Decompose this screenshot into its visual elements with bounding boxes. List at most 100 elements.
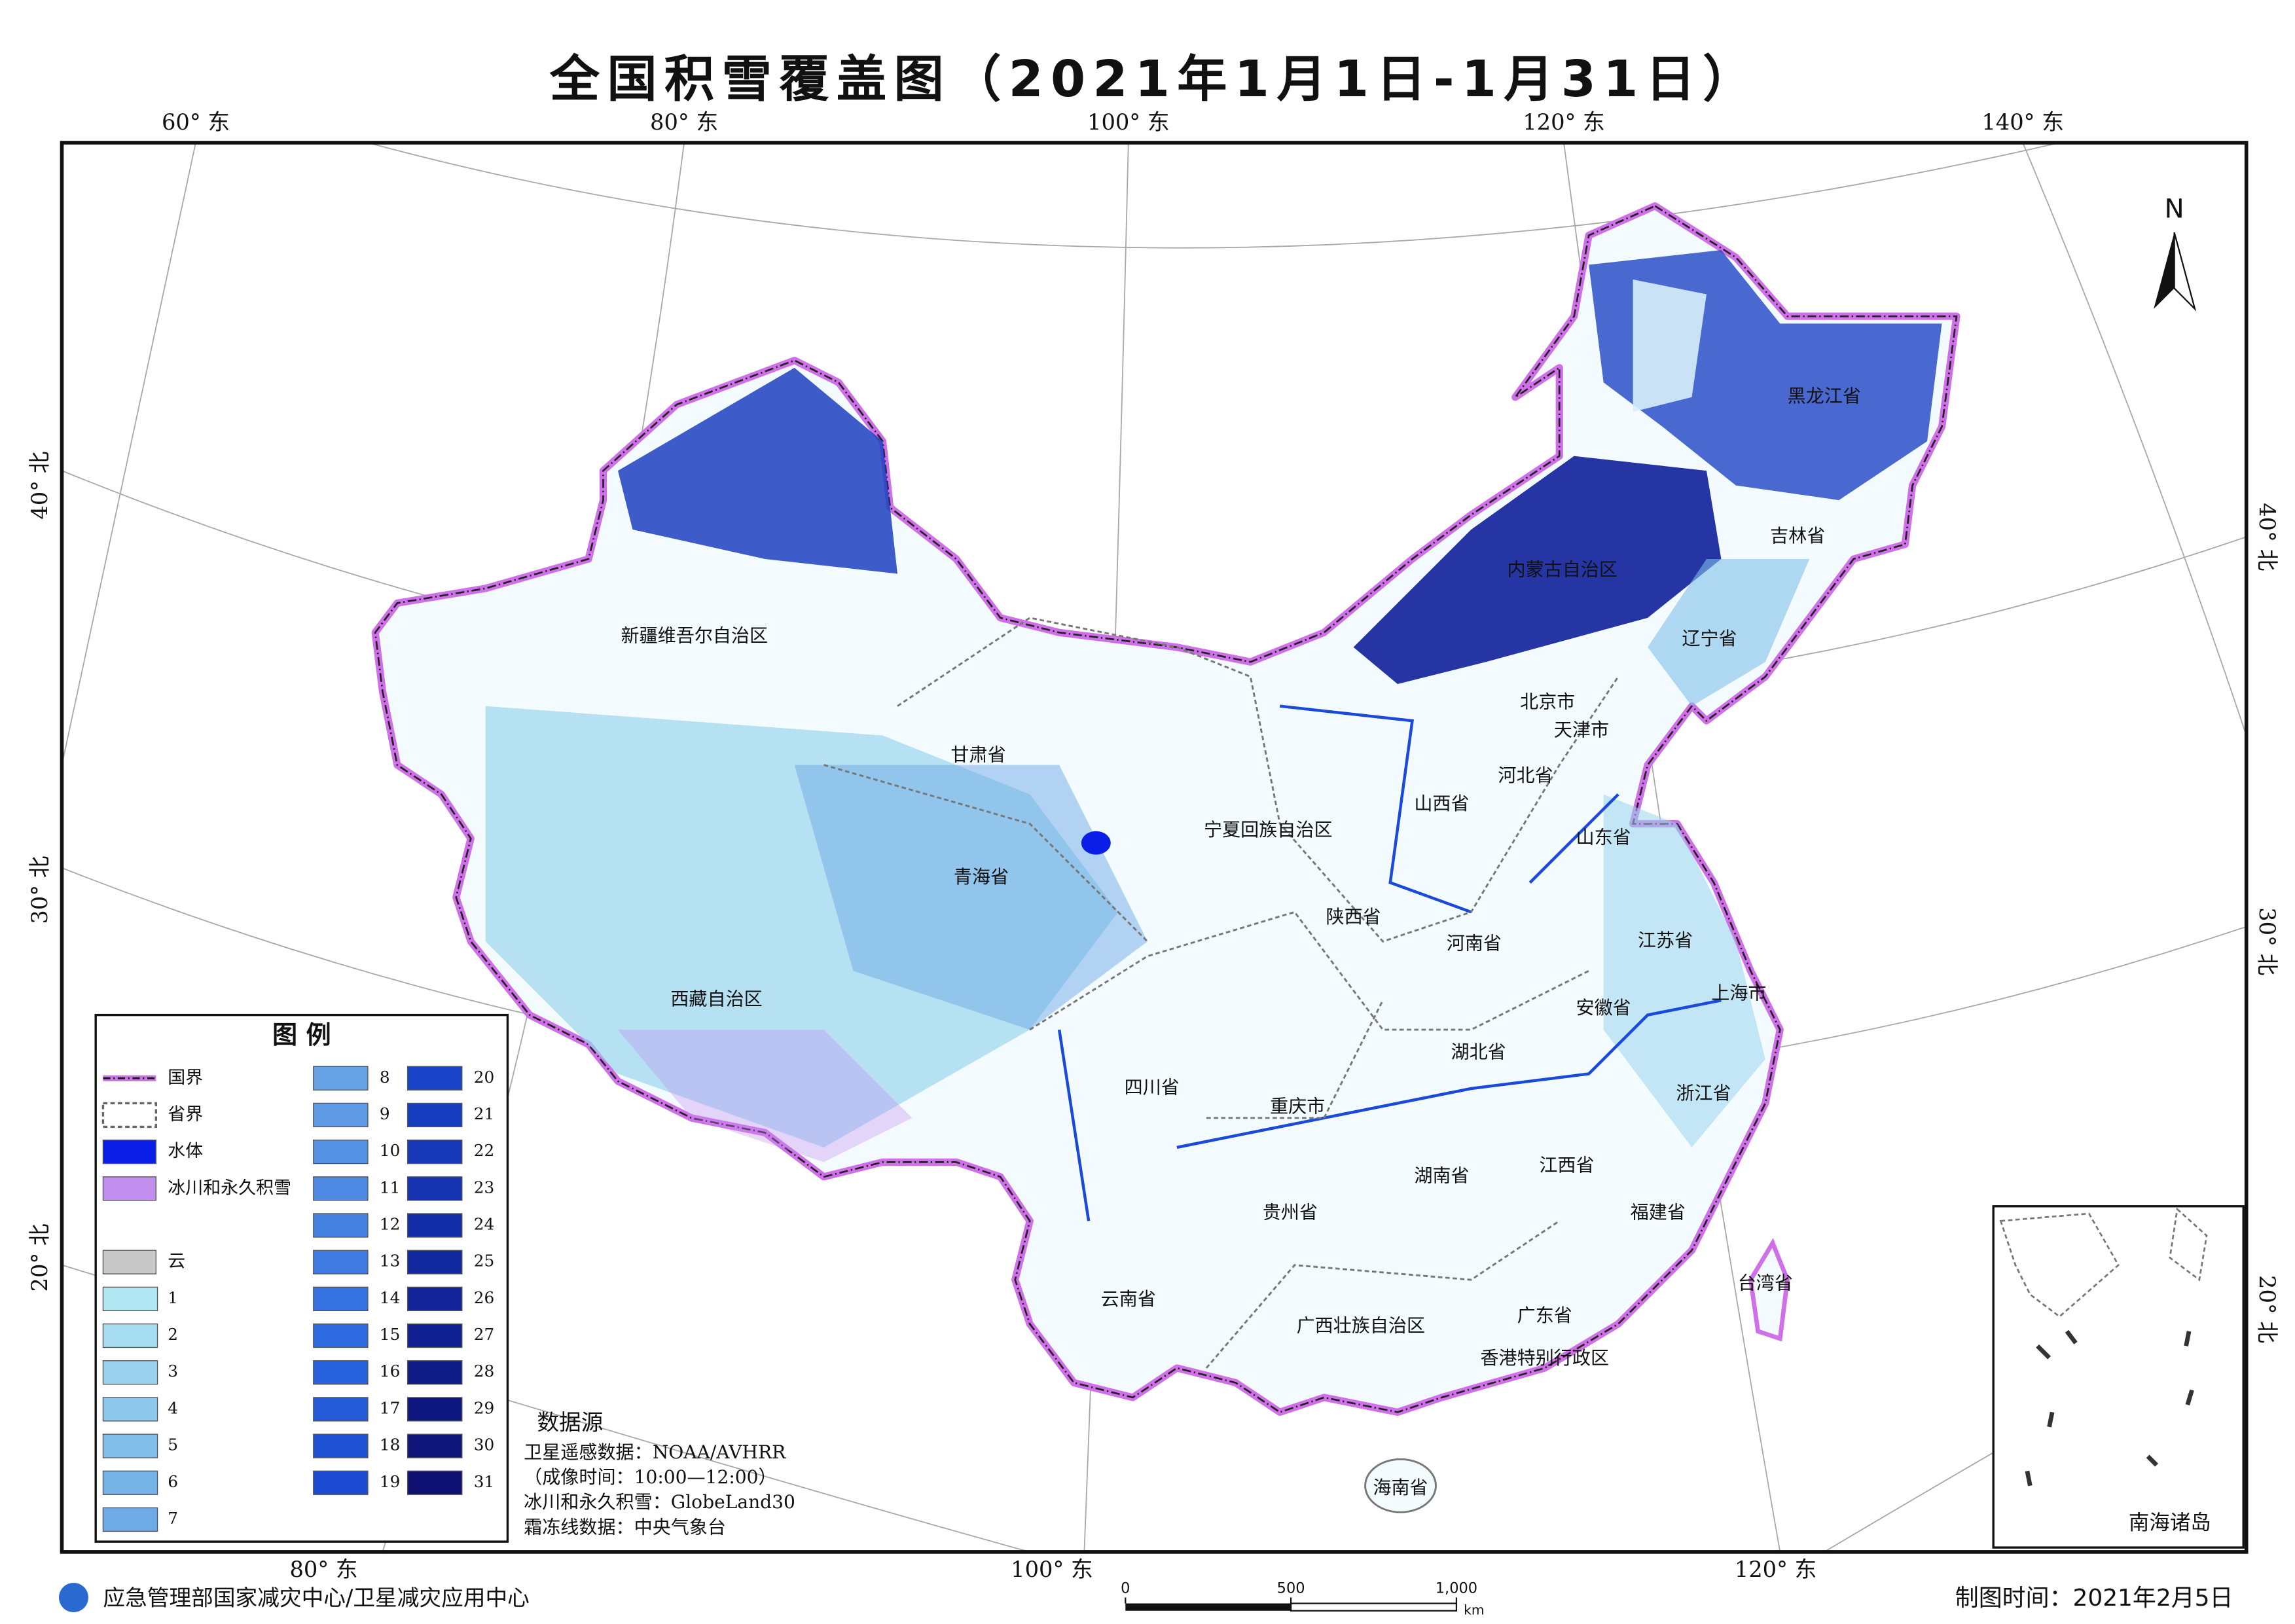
north-arrow: N — [2154, 192, 2197, 312]
province-label: 浙江省 — [1676, 1082, 1731, 1104]
source-line: 卫星遥感数据：NOAA/AVHRR — [524, 1441, 786, 1463]
legend-swatch — [313, 1397, 369, 1422]
source-line: （成像时间：10:00—12:00） — [524, 1466, 776, 1488]
legend-label: 国界 — [168, 1068, 203, 1088]
longitude-label: 120° 东 — [1523, 109, 1605, 135]
legend-swatch — [313, 1102, 369, 1128]
legend-title: 图 例 — [272, 1020, 331, 1050]
legend-swatch — [313, 1066, 369, 1091]
province-label: 江苏省 — [1638, 929, 1693, 951]
legend-label: 31 — [474, 1472, 494, 1491]
legend-swatch — [313, 1213, 369, 1238]
legend-swatch — [313, 1286, 369, 1312]
legend-label: 16 — [380, 1362, 400, 1380]
latitude-label: 20° 北 — [2254, 1275, 2280, 1343]
legend-label: 29 — [474, 1398, 494, 1417]
legend-swatch — [407, 1397, 463, 1422]
data-source: 数据源 卫星遥感数据：NOAA/AVHRR （成像时间：10:00—12:00） 冰… — [524, 1409, 795, 1538]
province-label: 宁夏回族自治区 — [1204, 819, 1333, 840]
province-label: 北京市 — [1520, 691, 1575, 713]
legend-label: 24 — [474, 1214, 494, 1233]
province-labels: 黑龙江省 吉林省 辽宁省 内蒙古自治区 北京市 天津市 河北省 山西省 山东省 … — [621, 385, 1861, 1498]
legend-label: 13 — [380, 1252, 400, 1271]
legend-label: 6 — [168, 1472, 178, 1491]
legend-swatch — [102, 1139, 157, 1164]
province-label: 甘肃省 — [950, 744, 1005, 766]
legend-swatch — [313, 1470, 369, 1495]
title: 全国积雪覆盖图（2021年1月1日-1月31日） — [549, 50, 1760, 109]
legend-label: 17 — [380, 1398, 400, 1417]
legend-swatch — [313, 1250, 369, 1274]
province-label: 香港特别行政区 — [1480, 1347, 1609, 1369]
province-label: 海南省 — [1373, 1477, 1428, 1498]
province-label: 黑龙江省 — [1788, 385, 1861, 406]
legend-label: 11 — [380, 1178, 400, 1197]
legend-label: 23 — [474, 1178, 494, 1197]
legend-label: 云 — [168, 1252, 185, 1272]
legend-label: 25 — [474, 1252, 494, 1271]
legend-label: 冰川和永久积雪 — [168, 1178, 291, 1198]
latitude-label: 30° 北 — [2254, 907, 2280, 975]
legend-label: 3 — [168, 1362, 178, 1380]
legend-swatch — [407, 1434, 463, 1458]
legend-label: 26 — [474, 1288, 494, 1307]
legend-label: 4 — [168, 1398, 178, 1417]
legend-swatch — [407, 1139, 463, 1164]
province-label: 湖南省 — [1414, 1164, 1469, 1186]
legend-label: 22 — [474, 1141, 494, 1160]
legend-swatch — [102, 1250, 157, 1274]
latitude-label: 40° 北 — [2254, 503, 2280, 571]
legend-label: 27 — [474, 1325, 494, 1344]
province-label: 西藏自治区 — [670, 988, 762, 1010]
legend-swatch — [407, 1360, 463, 1385]
province-label: 青海省 — [954, 866, 1009, 888]
province-label: 河南省 — [1447, 932, 1502, 954]
province-label: 重庆市 — [1270, 1096, 1325, 1117]
legend-swatch — [407, 1250, 463, 1274]
scale-unit: km — [1464, 1602, 1484, 1617]
province-label: 安徽省 — [1576, 997, 1631, 1019]
longitude-label: 60° 东 — [162, 109, 230, 135]
legend-swatch — [313, 1360, 369, 1385]
province-label: 吉林省 — [1770, 525, 1825, 547]
longitude-label: 140° 东 — [1981, 109, 2064, 135]
longitude-label: 100° 东 — [1087, 109, 1170, 135]
legend-swatch — [102, 1507, 158, 1532]
inset: 南海诸岛 — [1992, 1205, 2245, 1549]
legend-swatch — [102, 1360, 158, 1385]
longitude-label: 80° 东 — [289, 1557, 357, 1582]
province-label: 上海市 — [1711, 983, 1766, 1004]
legend-swatch — [407, 1286, 463, 1312]
legend-label: 19 — [380, 1472, 400, 1491]
legend-swatch — [102, 1323, 158, 1348]
legend-swatch — [407, 1323, 463, 1348]
source-line: 霜冻线数据：中央气象台 — [524, 1516, 726, 1538]
legend-swatch — [313, 1176, 369, 1201]
legend-swatch — [102, 1176, 157, 1201]
province-label: 陕西省 — [1326, 906, 1381, 928]
legend-label: 7 — [168, 1509, 178, 1528]
scale-label: 1,000 — [1436, 1580, 1477, 1597]
legend: 图 例 国界省界水体冰川和永久积雪云1234567891011121314151… — [94, 1013, 509, 1543]
legend-label: 30 — [474, 1435, 494, 1454]
province-label: 台湾省 — [1738, 1272, 1793, 1293]
legend-label: 10 — [380, 1141, 400, 1160]
legend-swatch — [313, 1323, 369, 1348]
province-label: 福建省 — [1631, 1202, 1686, 1223]
scale-label: 0 — [1121, 1580, 1130, 1597]
legend-label: 28 — [474, 1362, 494, 1380]
legend-swatch — [407, 1213, 463, 1238]
china-territory — [371, 202, 1961, 1513]
legend-label: 20 — [474, 1068, 494, 1087]
footer-org: 应急管理部国家减灾中心/卫星减灾应用中心 — [103, 1585, 529, 1610]
legend-label: 8 — [380, 1068, 390, 1087]
province-label: 新疆维吾尔自治区 — [621, 625, 768, 647]
legend-label: 水体 — [168, 1141, 203, 1161]
longitude-label: 100° 东 — [1011, 1557, 1093, 1582]
legend-swatch — [102, 1286, 158, 1312]
source-title: 数据源 — [537, 1409, 603, 1435]
province-label: 江西省 — [1539, 1155, 1594, 1176]
legend-swatch — [313, 1434, 369, 1458]
scale-bar: km 0 500 1,000 — [1121, 1580, 1484, 1618]
